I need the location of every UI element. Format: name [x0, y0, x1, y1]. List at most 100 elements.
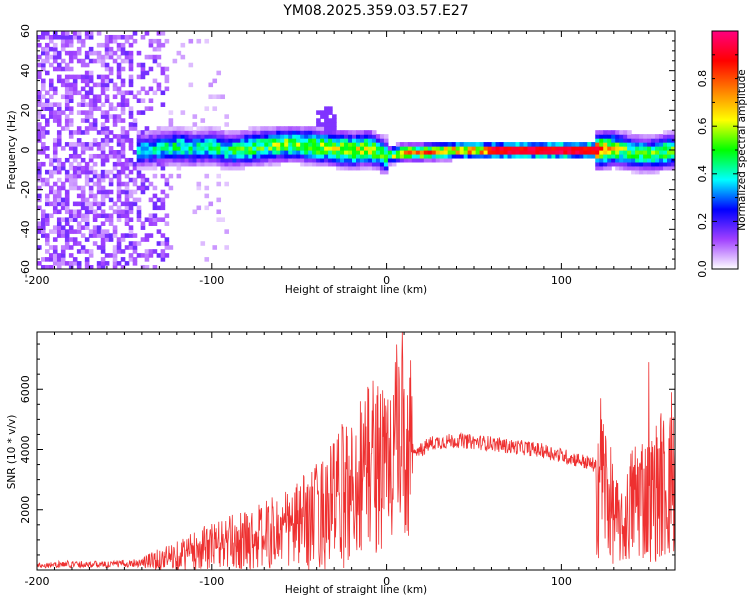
spectrogram-cell — [180, 157, 186, 163]
spectrogram-cell — [136, 169, 142, 175]
spectrogram-cell — [152, 138, 158, 143]
spectrogram-cell — [248, 138, 253, 143]
spectrogram-cell — [104, 229, 110, 234]
spectrogram-cell — [164, 86, 170, 92]
spectrogram-cell — [435, 157, 441, 163]
spectrogram-cell — [348, 161, 353, 167]
spectrogram-cell — [88, 201, 94, 207]
spectrogram-cell — [543, 150, 548, 155]
spectrogram-cell — [375, 146, 381, 151]
spectrogram-cell — [264, 161, 269, 167]
spectrogram-cell — [168, 146, 174, 151]
spectrogram-cell — [503, 150, 509, 155]
spectrogram-cell — [124, 102, 130, 107]
spectrogram-cell — [140, 153, 146, 159]
spectrogram-cell — [40, 213, 46, 219]
spectrogram-cell — [651, 165, 656, 171]
spectrogram-cell — [575, 150, 580, 155]
spectrogram-cell — [324, 142, 329, 147]
spectrogram-cell — [136, 241, 142, 246]
spectrogram-cell — [116, 173, 122, 179]
spectrogram-cell — [599, 157, 604, 163]
spectrogram-cell — [84, 181, 90, 187]
spectrogram-cell — [192, 122, 198, 127]
spectrogram-cell — [100, 237, 106, 242]
spectrogram-cell — [132, 261, 138, 266]
spectrogram-cell — [495, 150, 501, 155]
spectrogram-cell — [260, 161, 265, 167]
spectrogram-cell — [64, 50, 70, 56]
spectrogram-cell — [52, 181, 58, 187]
spectrogram-cell — [591, 153, 596, 159]
spectrogram-cell — [252, 130, 257, 135]
spectrogram-cell — [44, 58, 50, 64]
spectrogram-cell — [52, 205, 58, 211]
spectrogram-cell — [599, 142, 604, 147]
spectrogram-cell — [639, 146, 644, 151]
spectrogram-cell — [280, 126, 285, 131]
spectrogram-cell — [531, 146, 537, 151]
spectrogram-cell — [37, 225, 42, 230]
spectrogram-cell — [76, 229, 82, 234]
spectrogram-cell — [116, 181, 122, 187]
spectrogram-cell — [180, 126, 186, 131]
spectrogram-cell — [88, 157, 94, 163]
spectrogram-cell — [324, 110, 329, 115]
spectrogram-cell — [180, 161, 186, 167]
spectrogram-cell — [619, 165, 624, 171]
spectrogram-cell — [37, 54, 42, 60]
spectrogram-cell — [447, 153, 453, 159]
spectrogram-cell — [244, 138, 249, 143]
spectrogram-cell — [160, 161, 166, 167]
spectrogram-cell — [116, 205, 122, 211]
spectrogram-cell — [615, 130, 620, 135]
spectrogram-cell — [256, 153, 261, 159]
spectrogram-cell — [140, 134, 146, 139]
spectrogram-cell — [116, 118, 122, 123]
spectrogram-cell — [495, 153, 501, 159]
spectrogram-cell — [160, 134, 166, 139]
spectrogram-cell — [144, 138, 150, 143]
spectrogram-cell — [128, 78, 134, 84]
spectrogram-cell — [379, 134, 385, 139]
spectrogram-cell — [128, 110, 134, 115]
spectrogram-cell — [176, 157, 182, 163]
spectrogram-cell — [260, 126, 265, 131]
spectrogram-cell — [100, 153, 106, 159]
spectrogram-cell — [88, 126, 94, 131]
spectrogram-cell — [607, 138, 612, 143]
spectrogram-cell — [383, 157, 389, 163]
spectrogram-cell — [208, 134, 214, 139]
spectrogram-cell — [284, 153, 289, 159]
spectrogram-cell — [252, 134, 257, 139]
spectrogram-cell — [84, 62, 90, 68]
spectrogram-cell — [352, 134, 357, 139]
spectrogram-cell — [248, 161, 253, 167]
spectrogram-cell — [37, 70, 42, 76]
spectrogram-cell — [112, 245, 118, 250]
spectrogram-cell — [92, 197, 98, 203]
spectrogram-cell — [635, 165, 640, 171]
spectrogram-cell — [116, 245, 122, 250]
spectrogram-cell — [551, 153, 556, 159]
spectrogram-cell — [44, 221, 50, 226]
spectrogram-cell — [84, 249, 90, 254]
spectrogram-cell — [152, 205, 158, 211]
spectrogram-cell — [228, 150, 233, 155]
spectrogram-cell — [244, 153, 249, 159]
spectrogram-cell — [563, 142, 568, 147]
spectrogram-cell — [304, 150, 309, 155]
snr-xlabel: Height of straight line (km) — [285, 584, 427, 596]
spectrogram-cell — [60, 110, 66, 115]
spectrogram-cell — [76, 153, 82, 159]
spectrogram-cell — [391, 150, 397, 155]
spectrogram-cell — [479, 146, 485, 151]
spectrogram-cell — [140, 86, 146, 92]
spectrogram-cell — [140, 62, 146, 68]
spectrogram-cell — [395, 153, 401, 159]
spectrogram-cell — [399, 150, 405, 155]
snr-frame — [36, 331, 676, 571]
spectrogram-cell — [200, 134, 206, 139]
spectrogram-cell — [336, 142, 341, 147]
